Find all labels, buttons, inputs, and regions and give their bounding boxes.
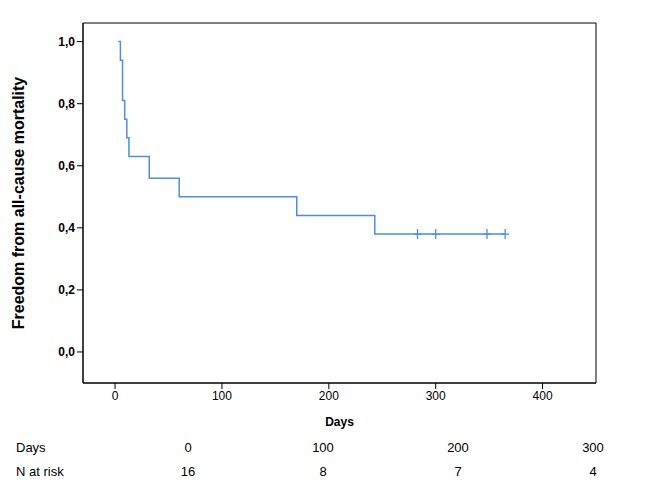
svg-text:100: 100 [212, 389, 232, 403]
html-text:8: 8 [319, 464, 327, 479]
svg-text:0,8: 0,8 [58, 97, 75, 111]
svg-text:Freedom from all-cause mortali: Freedom from all-cause mortality [10, 77, 27, 330]
html-text:100: 100 [312, 440, 334, 455]
svg-text:0,4: 0,4 [58, 221, 75, 235]
svg-text:1,0: 1,0 [58, 35, 75, 49]
svg-text:0,2: 0,2 [58, 283, 75, 297]
svg-text:0,0: 0,0 [58, 345, 75, 359]
html-text:200: 200 [447, 440, 469, 455]
html-text:16: 16 [180, 464, 196, 479]
html-text:4: 4 [589, 464, 597, 479]
html-text:7: 7 [454, 464, 462, 479]
html-text:300: 300 [582, 440, 604, 455]
html-text:Days: Days [16, 440, 46, 455]
svg-text:400: 400 [533, 389, 553, 403]
html-text:N at risk: N at risk [16, 464, 64, 479]
svg-text:0: 0 [112, 389, 119, 403]
svg-text:300: 300 [426, 389, 446, 403]
svg-text:200: 200 [319, 389, 339, 403]
html-text:0: 0 [184, 440, 192, 455]
svg-text:0,6: 0,6 [58, 159, 75, 173]
svg-text:Days: Days [325, 415, 354, 429]
